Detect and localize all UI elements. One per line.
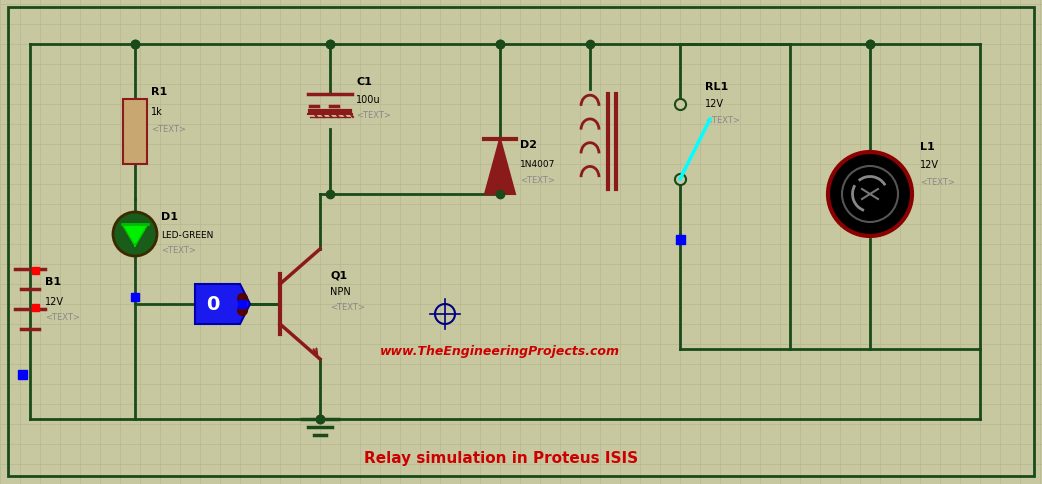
Polygon shape: [122, 225, 148, 246]
Text: 1k: 1k: [151, 107, 163, 117]
Text: <TEXT>: <TEXT>: [705, 116, 740, 125]
Bar: [676, 236, 685, 244]
Circle shape: [828, 152, 912, 237]
Text: www.TheEngineeringProjects.com: www.TheEngineeringProjects.com: [380, 344, 620, 357]
Text: RL1: RL1: [705, 82, 728, 92]
Circle shape: [842, 166, 898, 223]
Text: R1: R1: [151, 87, 168, 97]
Text: C1: C1: [356, 77, 372, 87]
Polygon shape: [195, 285, 250, 324]
Text: <TEXT>: <TEXT>: [920, 178, 954, 187]
Bar: [32, 268, 39, 274]
Text: <TEXT>: <TEXT>: [45, 312, 80, 321]
Polygon shape: [485, 140, 515, 195]
Bar: [32, 304, 39, 311]
Text: B1: B1: [45, 276, 61, 287]
Text: 12V: 12V: [45, 296, 64, 306]
Text: 1N4007: 1N4007: [520, 160, 555, 168]
Text: <TEXT>: <TEXT>: [356, 111, 391, 120]
Text: <TEXT>: <TEXT>: [151, 125, 185, 134]
Text: 0: 0: [206, 295, 220, 314]
Text: NPN: NPN: [330, 287, 351, 296]
Bar: [238, 301, 246, 308]
Text: D1: D1: [162, 212, 178, 222]
Bar: [18, 370, 27, 379]
Text: D2: D2: [520, 140, 537, 150]
Text: L1: L1: [920, 142, 935, 151]
Text: Q1: Q1: [330, 270, 347, 279]
Text: <TEXT>: <TEXT>: [520, 176, 555, 184]
Text: 100u: 100u: [356, 95, 380, 105]
Text: Relay simulation in Proteus ISIS: Relay simulation in Proteus ISIS: [364, 450, 638, 465]
Bar: [131, 293, 139, 302]
Text: <TEXT>: <TEXT>: [162, 245, 196, 255]
Text: 12V: 12V: [920, 160, 939, 170]
Text: 12V: 12V: [705, 99, 724, 109]
Text: LED-GREEN: LED-GREEN: [162, 230, 214, 240]
Text: <TEXT>: <TEXT>: [330, 302, 365, 311]
Circle shape: [113, 212, 157, 257]
Bar: [123, 100, 147, 165]
